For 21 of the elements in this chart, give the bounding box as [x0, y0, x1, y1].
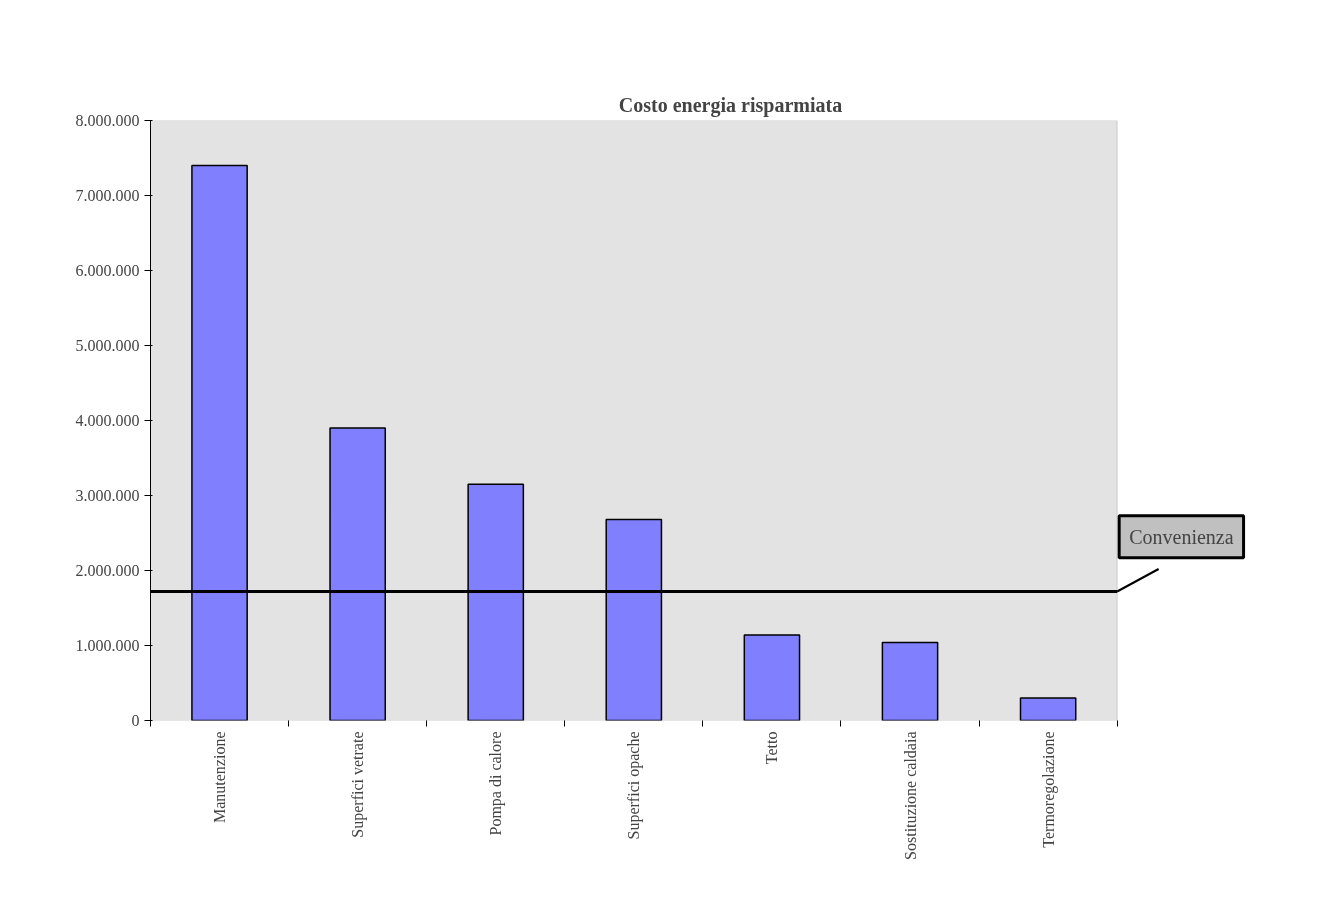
y-tick-label: 0 — [131, 712, 140, 729]
y-tick-label: 2.000.000 — [75, 562, 140, 579]
y-tick-label: 7.000.000 — [75, 187, 140, 204]
x-tick-label: Sostituzione caldaia — [901, 731, 919, 860]
y-tick-label: 6.000.000 — [75, 262, 140, 279]
bar — [1019, 697, 1077, 721]
x-tick-label: Superfici vetrate — [349, 731, 368, 838]
x-tick-label: Tetto — [763, 731, 781, 765]
y-tick-label: 5.000.000 — [75, 337, 140, 354]
x-tick-label: Termoregolazione — [1039, 731, 1058, 848]
bar — [743, 634, 801, 721]
bar — [881, 641, 939, 721]
x-tick-label: Superfici opache — [625, 731, 644, 840]
y-tick-label: 3.000.000 — [75, 487, 140, 504]
ref-line-label: Convenienza — [1129, 525, 1234, 548]
y-tick-label: 1.000.000 — [75, 637, 140, 654]
chart-title: Costo energia risparmiata — [618, 93, 843, 117]
x-tick-label: Manutenzione — [211, 731, 229, 824]
y-tick-label: 8.000.000 — [75, 112, 140, 129]
x-tick-label: Pompa di calore — [487, 731, 506, 836]
y-tick-label: 4.000.000 — [75, 412, 140, 429]
